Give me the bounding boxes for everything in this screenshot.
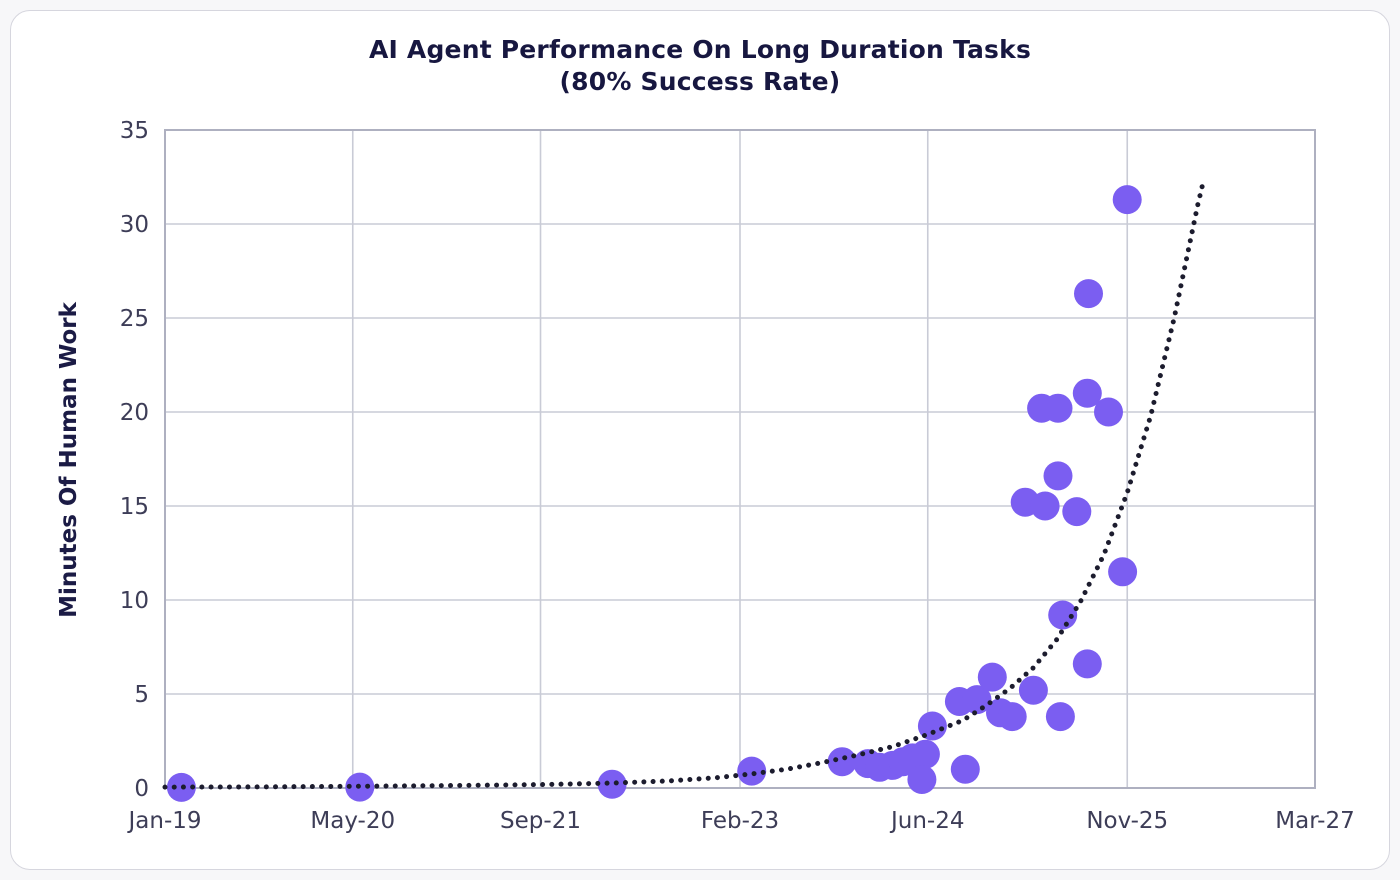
data-point-jan-25: [997, 702, 1027, 732]
data-point-jul-25: [1062, 497, 1092, 527]
data-point-apr-25: [1030, 491, 1060, 521]
data-point-aug-25: [1074, 279, 1103, 309]
y-tick-label: 20: [120, 400, 149, 426]
trend-line-dotted: [162, 178, 1206, 790]
y-tick-label: 10: [120, 588, 149, 614]
y-tick-label: 15: [120, 494, 149, 520]
data-point-nov-25: [1108, 557, 1138, 587]
data-point-jun-24: [910, 739, 940, 769]
grid-layer: [164, 129, 1316, 789]
chart-card: [10, 10, 1390, 870]
y-tick-label: 5: [134, 682, 149, 708]
y-axis-title: Minutes Of Human Work: [56, 301, 82, 618]
data-point-may-24: [907, 765, 937, 794]
data-point-may-25: [1045, 702, 1075, 732]
data-point-oct-25: [1112, 185, 1142, 215]
data-point-sep-24: [950, 754, 980, 784]
y-tick-label: 30: [120, 212, 149, 238]
x-tick-label: Jun-24: [889, 808, 965, 834]
x-tick-label: Mar-27: [1275, 808, 1355, 834]
y-tick-label: 0: [134, 776, 149, 802]
points-layer: [166, 185, 1142, 802]
x-tick-label: May-20: [310, 808, 395, 834]
y-tick-label: 35: [120, 118, 149, 144]
trend-layer: [162, 178, 1206, 790]
data-point-aug-25: [1072, 378, 1102, 408]
data-point-may-25: [1043, 393, 1073, 423]
data-point-nov-24: [977, 662, 1007, 692]
data-point-aug-25: [1072, 649, 1102, 679]
data-point-nov-23: [827, 747, 857, 777]
data-point-jun-25: [1048, 600, 1078, 630]
data-point-mar-22: [597, 769, 627, 799]
x-tick-label: Sep-21: [500, 808, 581, 834]
y-tick-label: 25: [120, 306, 149, 332]
data-point-may-25: [1043, 461, 1073, 491]
x-tick-label: Nov-25: [1086, 808, 1168, 834]
data-point-mar-23: [737, 756, 767, 786]
x-tick-label: Jan-19: [126, 808, 201, 834]
data-point-sep-25: [1094, 397, 1123, 427]
plot-border: [164, 129, 1316, 789]
x-tick-label: Feb-23: [701, 808, 779, 834]
data-point-mar-25: [1018, 675, 1048, 705]
tick-layer: 0 5 10 15 20 25 30 35 Jan-19 May-20 Sep-21 Feb-23 Ju…: [120, 118, 1355, 834]
